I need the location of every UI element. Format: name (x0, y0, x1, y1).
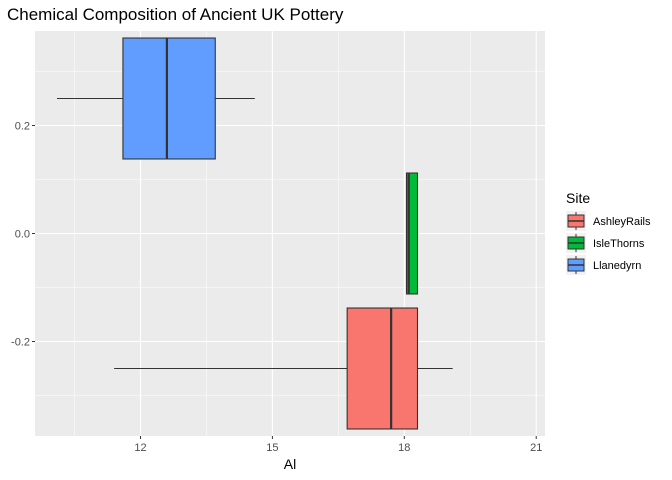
x-tick-label: 15 (266, 442, 278, 454)
box-iqr (405, 172, 419, 295)
box-iqr (122, 37, 216, 160)
x-axis-title: Al (284, 456, 296, 472)
box-layer (56, 37, 453, 430)
legend-label: IsleThorns (593, 238, 645, 250)
x-tick-label: 21 (530, 442, 542, 454)
box-ashleyrails (114, 307, 453, 430)
box-islethorns (405, 172, 419, 295)
y-tick-label: -0.2 (11, 337, 30, 349)
legend-title: Site (566, 190, 590, 206)
legend: AshleyRails IsleThorns Llanedyrn (566, 211, 651, 275)
y-tick-label: 0.2 (15, 121, 30, 133)
x-tick-label: 18 (398, 442, 410, 454)
x-axis: 12 15 18 21 (134, 436, 542, 454)
legend-item-llanedyrn: Llanedyrn (566, 255, 641, 275)
legend-item-islethorns: IsleThorns (566, 233, 645, 253)
legend-item-ashleyrails: AshleyRails (566, 211, 651, 231)
y-tick-label: 0.0 (15, 229, 30, 241)
legend-label: AshleyRails (593, 216, 651, 228)
box-iqr (346, 307, 419, 430)
legend-label: Llanedyrn (593, 260, 641, 272)
box-llanedyrn (56, 37, 255, 160)
x-tick-label: 12 (134, 442, 146, 454)
chart-title: Chemical Composition of Ancient UK Potte… (7, 5, 344, 24)
y-axis: 0.2 0.0 -0.2 (11, 121, 35, 349)
